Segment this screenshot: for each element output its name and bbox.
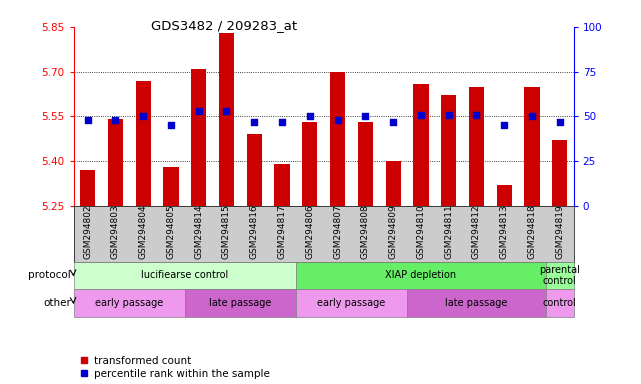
Text: early passage: early passage — [95, 298, 163, 308]
Point — [304, 113, 315, 119]
Bar — [413, 84, 429, 206]
Text: early passage: early passage — [317, 298, 386, 308]
Point — [444, 111, 454, 118]
Point — [110, 117, 121, 123]
Bar — [74, 289, 185, 317]
Bar — [219, 33, 234, 206]
Bar — [108, 119, 123, 206]
Bar — [80, 170, 96, 206]
Bar — [330, 72, 345, 206]
Bar — [302, 122, 317, 206]
Point — [249, 119, 260, 125]
Point — [554, 119, 565, 125]
Point — [360, 113, 370, 119]
Bar — [191, 69, 206, 206]
Bar — [274, 164, 290, 206]
Bar — [546, 262, 574, 289]
Point — [166, 122, 176, 128]
Legend: transformed count, percentile rank within the sample: transformed count, percentile rank withi… — [79, 356, 269, 379]
Bar — [358, 122, 373, 206]
Bar — [185, 289, 296, 317]
Bar — [546, 289, 574, 317]
Bar — [552, 140, 567, 206]
Text: late passage: late passage — [209, 298, 272, 308]
Text: control: control — [543, 298, 577, 308]
Bar — [74, 262, 296, 289]
Bar — [497, 185, 512, 206]
Bar — [163, 167, 179, 206]
Text: parental
control: parental control — [539, 265, 580, 286]
Bar — [135, 81, 151, 206]
Point — [388, 119, 398, 125]
Text: XIAP depletion: XIAP depletion — [385, 270, 456, 280]
Bar — [441, 96, 456, 206]
Bar — [469, 86, 484, 206]
Point — [527, 113, 537, 119]
Point — [499, 122, 510, 128]
Point — [194, 108, 204, 114]
Point — [416, 111, 426, 118]
Point — [221, 108, 231, 114]
Bar — [296, 262, 546, 289]
Point — [333, 117, 343, 123]
Text: GDS3482 / 209283_at: GDS3482 / 209283_at — [151, 19, 297, 32]
Text: other: other — [43, 298, 71, 308]
Point — [471, 111, 481, 118]
Bar — [247, 134, 262, 206]
Text: lucifiearse control: lucifiearse control — [141, 270, 228, 280]
Bar — [407, 289, 546, 317]
Point — [277, 119, 287, 125]
Bar — [385, 161, 401, 206]
Bar — [296, 289, 407, 317]
Text: late passage: late passage — [445, 298, 508, 308]
Text: protocol: protocol — [28, 270, 71, 280]
Point — [138, 113, 148, 119]
Point — [83, 117, 93, 123]
Bar — [524, 86, 540, 206]
